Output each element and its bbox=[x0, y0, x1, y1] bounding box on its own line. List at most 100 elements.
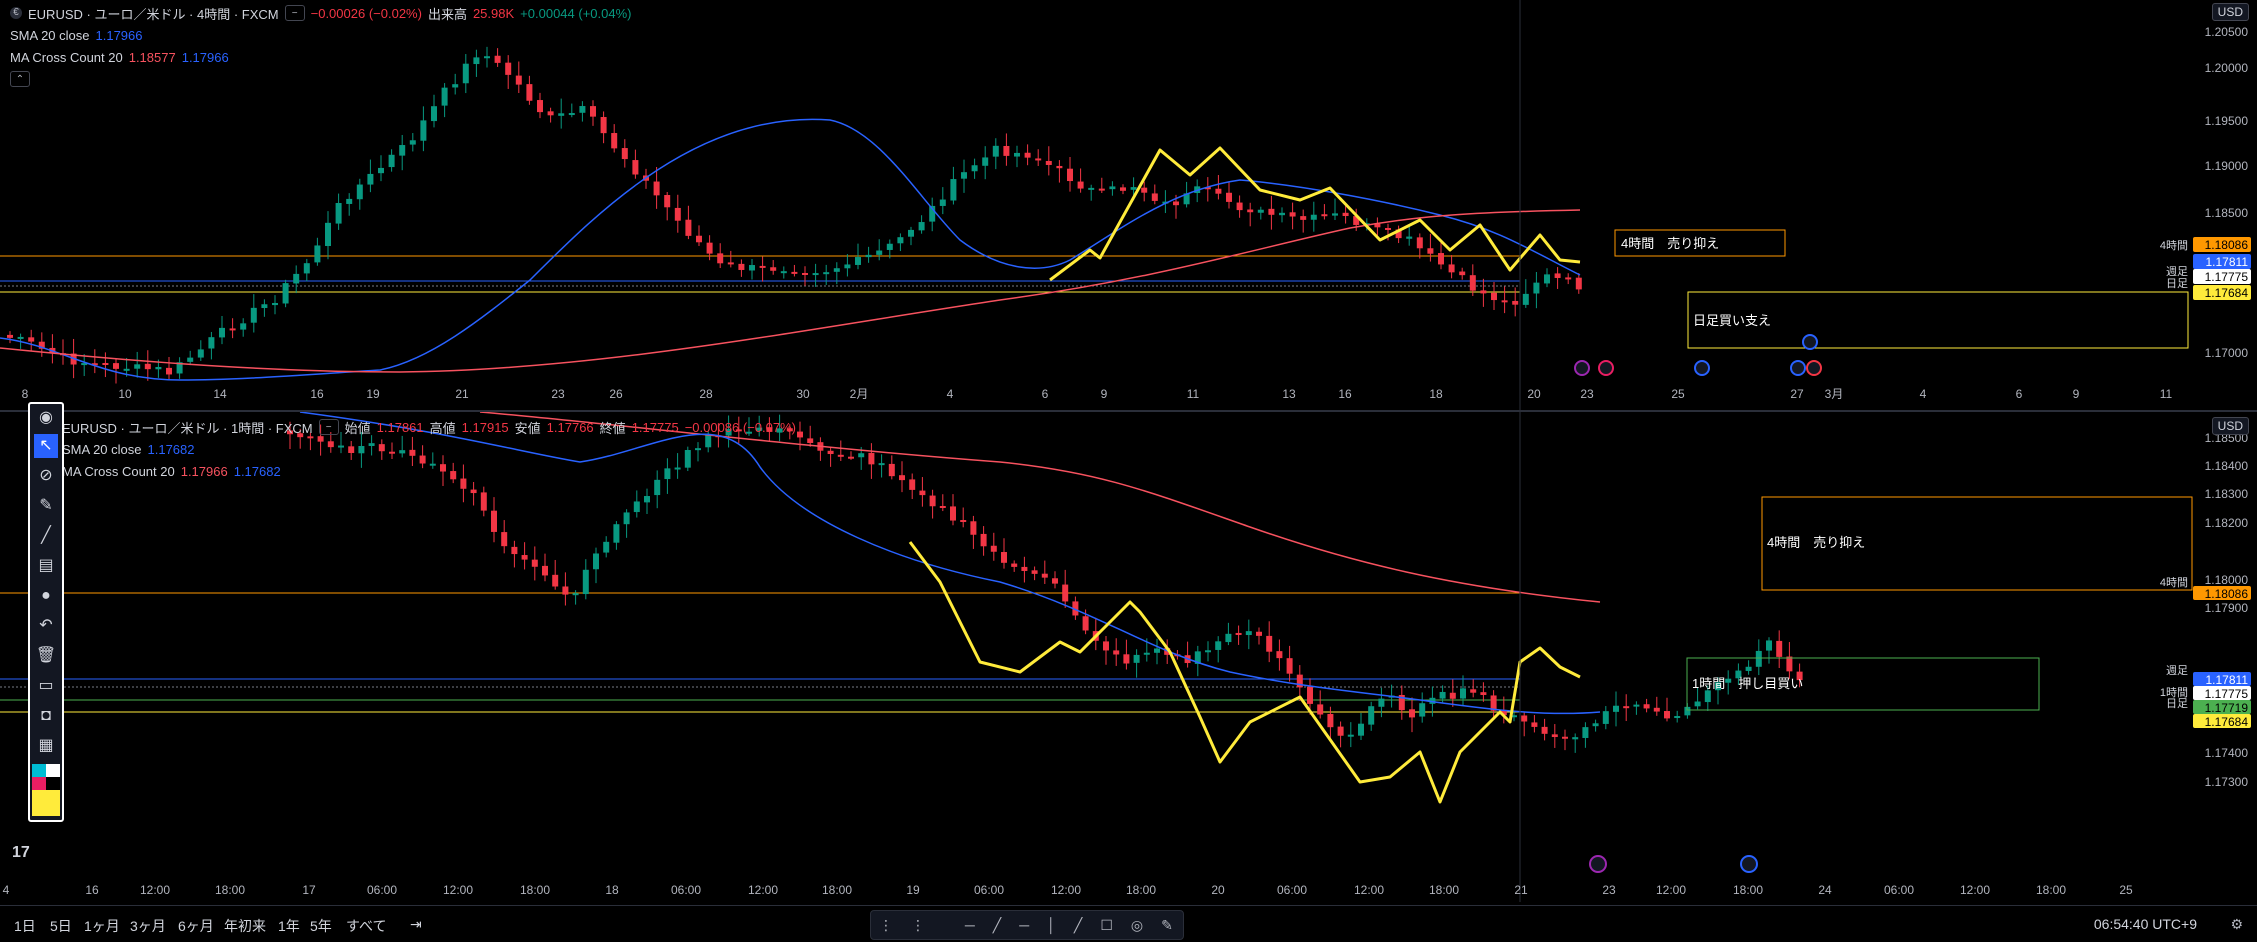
candle-body bbox=[756, 427, 763, 431]
candle-body bbox=[1470, 689, 1477, 693]
brush-icon[interactable]: ✎ bbox=[39, 497, 53, 514]
time-tick-label: 20 bbox=[1527, 387, 1541, 401]
cursor-icon[interactable]: ↖ bbox=[34, 434, 58, 458]
dot-icon[interactable]: ● bbox=[41, 587, 51, 604]
clipboard-icon[interactable]: ▦ bbox=[38, 737, 54, 754]
trash-icon[interactable]: 🗑 bbox=[35, 647, 57, 664]
price-tick-label: 1.17400 bbox=[2205, 746, 2249, 760]
candle-body bbox=[1533, 282, 1540, 294]
candle-body bbox=[1490, 695, 1497, 711]
tradingview-logo[interactable]: 17 bbox=[12, 844, 30, 861]
drawing-mini-toolbar[interactable]: ⋮⋮ ─╱─│╱☐◎✎ bbox=[870, 910, 1184, 940]
chart-pane-1h[interactable]: 4時間 売り抑え 1時間 押し目買い 1.18500 1.18400 1.18300 1.… bbox=[0, 412, 2257, 902]
candle-body bbox=[1582, 727, 1589, 738]
range-5y[interactable]: 5年 bbox=[310, 918, 332, 934]
sma-value: 1.17966 bbox=[95, 27, 143, 43]
candle-body bbox=[367, 173, 374, 185]
sma-label[interactable]: SMA 20 close bbox=[10, 27, 90, 43]
candle-body bbox=[1544, 274, 1550, 284]
candle-body bbox=[990, 545, 997, 552]
candle-body bbox=[1469, 275, 1476, 291]
range-1d[interactable]: 1日 bbox=[14, 918, 36, 934]
symbol-title[interactable]: EURUSD · ユーロ／米ドル · 1時間 · FXCM bbox=[62, 420, 313, 436]
candle-body bbox=[460, 478, 467, 489]
candle-body bbox=[970, 521, 977, 535]
candle-body bbox=[1077, 181, 1084, 189]
range-ytd[interactable]: 年初来 bbox=[224, 918, 266, 934]
ma-cross-value-2: 1.17966 bbox=[181, 49, 229, 65]
candle-body bbox=[494, 55, 501, 63]
symbol-title[interactable]: EURUSD · ユーロ／米ドル · 4時間 · FXCM bbox=[28, 6, 279, 22]
price-badge-label: 1.17684 bbox=[2205, 286, 2249, 300]
undo-icon[interactable]: ↶ bbox=[39, 617, 53, 634]
time-tick-label: 12:00 bbox=[1656, 883, 1686, 897]
collapse-legend-icon[interactable]: ⌃ bbox=[10, 71, 30, 87]
time-tick-label: 4 bbox=[3, 883, 10, 897]
candle-body bbox=[1098, 188, 1105, 191]
candle-body bbox=[919, 490, 926, 496]
market-status-icon[interactable]: − bbox=[318, 419, 339, 435]
candle-body bbox=[876, 250, 883, 255]
ruler-icon[interactable]: ▤ bbox=[38, 557, 54, 574]
candle-body bbox=[766, 427, 773, 432]
range-5d[interactable]: 5日 bbox=[50, 918, 72, 934]
box-4h-resistance bbox=[1761, 496, 2193, 591]
range-3m[interactable]: 3ヶ月 bbox=[130, 918, 166, 934]
time-tick-label: 13 bbox=[1282, 387, 1296, 401]
candle-body bbox=[470, 489, 477, 494]
candle-body bbox=[515, 75, 522, 85]
sma-label[interactable]: SMA 20 close bbox=[62, 441, 142, 457]
range-1y[interactable]: 1年 bbox=[278, 918, 300, 934]
price-tick-label: 1.18400 bbox=[2205, 459, 2249, 473]
ma-cross-label[interactable]: MA Cross Count 20 bbox=[10, 49, 123, 65]
clock-timezone[interactable]: 06:54:40 UTC+9 bbox=[2093, 916, 2197, 932]
time-tick-label: 18:00 bbox=[1429, 883, 1459, 897]
date-range-icon[interactable]: ⇥ bbox=[410, 916, 422, 932]
event-icon bbox=[1802, 334, 1818, 350]
candle-body bbox=[378, 167, 384, 174]
ma-cross-label[interactable]: MA Cross Count 20 bbox=[62, 463, 175, 479]
candle-body bbox=[102, 363, 109, 366]
measure-icon[interactable]: ⊘ bbox=[39, 467, 53, 484]
candle-body bbox=[1310, 214, 1317, 220]
candle-body bbox=[1296, 674, 1303, 688]
settings-icon[interactable]: ⚙ bbox=[2230, 916, 2243, 932]
candle-body bbox=[473, 57, 480, 65]
candle-body bbox=[918, 222, 925, 231]
candle-body bbox=[1735, 670, 1742, 679]
event-icon bbox=[1790, 360, 1806, 376]
currency-button[interactable]: USD bbox=[2211, 3, 2249, 21]
camera-icon[interactable]: ◘ bbox=[41, 707, 51, 724]
level-label-daily: 日足 bbox=[2166, 278, 2188, 290]
eye-icon[interactable]: ◉ bbox=[39, 409, 53, 426]
line-icon[interactable]: ╱ bbox=[41, 527, 51, 544]
candle-body bbox=[664, 195, 671, 208]
candle-body bbox=[1088, 187, 1095, 190]
candle-body bbox=[568, 113, 575, 116]
currency-button[interactable]: USD bbox=[2211, 417, 2249, 435]
range-all[interactable]: すべて bbox=[346, 918, 387, 934]
palette-icon[interactable] bbox=[32, 764, 60, 816]
candle-body bbox=[1342, 212, 1349, 217]
chart-pane-4h[interactable]: 4時間 売り抑え 日足買い支え 1.20500 1.20000 1.19500 1.190… bbox=[0, 0, 2257, 410]
candle-body bbox=[420, 120, 427, 141]
candle-body bbox=[1235, 632, 1242, 635]
market-status-icon[interactable]: − bbox=[284, 5, 305, 21]
ma-cross-value-2: 1.17682 bbox=[233, 463, 281, 479]
pane-divider[interactable] bbox=[0, 410, 2257, 412]
candle-body bbox=[961, 172, 967, 179]
candle-body bbox=[1072, 601, 1079, 616]
candle-body bbox=[491, 510, 497, 532]
candle-body bbox=[1572, 737, 1579, 740]
candle-body bbox=[250, 307, 257, 323]
range-6m[interactable]: 6ヶ月 bbox=[178, 918, 214, 934]
range-1m[interactable]: 1ヶ月 bbox=[84, 918, 120, 934]
candle-body bbox=[1245, 631, 1252, 636]
level-label-daily: 日足 bbox=[2166, 698, 2188, 710]
screen-icon[interactable]: ▭ bbox=[38, 677, 54, 694]
price-badge-label: 1.17811 bbox=[2206, 673, 2249, 687]
candle-body bbox=[833, 268, 840, 272]
candle-body bbox=[1225, 633, 1232, 643]
